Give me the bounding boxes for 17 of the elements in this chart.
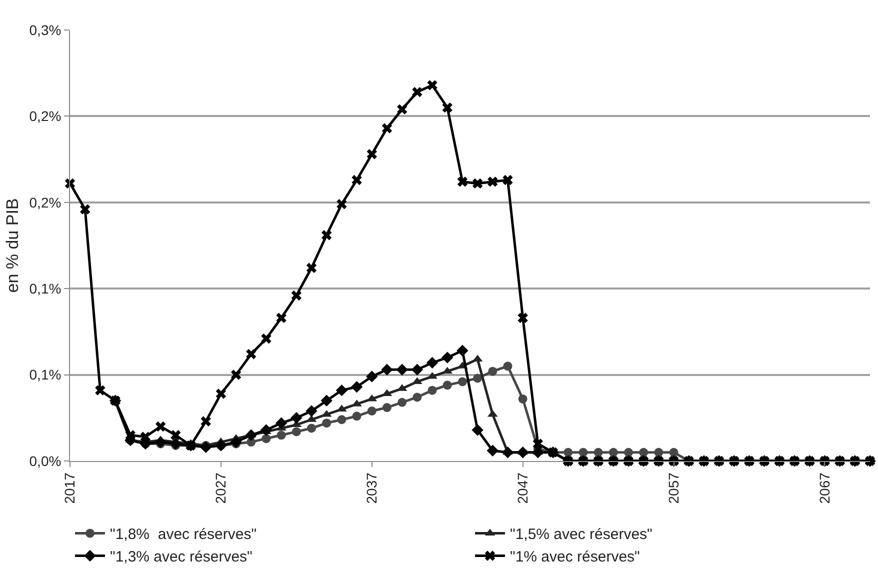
y-tick-label: 0,2% bbox=[29, 108, 62, 124]
x-tick-label: 2057 bbox=[665, 472, 682, 504]
legend-label: "1,8% avec réserves" bbox=[110, 526, 257, 544]
legend-label: "1% avec réserves" bbox=[510, 548, 640, 566]
y-tick-label: 0,1% bbox=[29, 366, 62, 383]
x-tick-label: 2067 bbox=[816, 472, 832, 504]
legend-label: "1,5% avec réserves" bbox=[510, 526, 652, 544]
x-tick-label: 2037 bbox=[363, 472, 380, 504]
y-tick-label: 0,3% bbox=[29, 22, 62, 38]
legend-label: "1,3% avec réserves" bbox=[110, 548, 252, 566]
y-tick-label: 0,0% bbox=[29, 452, 62, 469]
y-tick-label: 0,2% bbox=[29, 194, 62, 210]
y-axis-title: en % du PIB bbox=[2, 198, 22, 293]
x-tick-label: 2017 bbox=[62, 472, 78, 504]
x-tick-label: 2027 bbox=[212, 472, 228, 504]
y-tick-label: 0,1% bbox=[29, 280, 62, 296]
x-tick-label: 2047 bbox=[514, 472, 530, 504]
